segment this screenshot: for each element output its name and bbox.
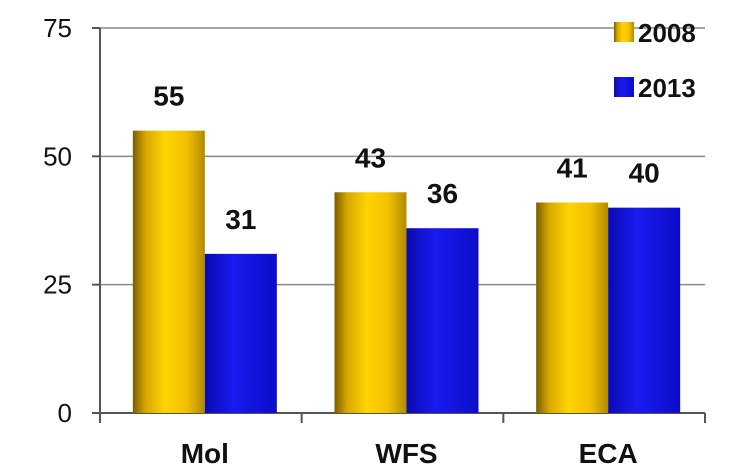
data-label: 41 [557,153,588,184]
legend-label: 2008 [638,18,696,48]
bar-2013-ECA [608,207,681,413]
category-label: Mol [181,438,229,469]
legend: 2008 2013 [614,18,696,103]
data-label: 43 [355,142,386,173]
category-label: ECA [579,438,638,469]
data-label: 31 [225,204,256,235]
data-label: 36 [427,178,458,209]
bar-2008-WFS [334,192,407,413]
data-label: 40 [629,158,660,189]
axes: 0 25 50 75 Mol WFS ECA [43,13,706,469]
y-tick-label: 50 [43,141,72,171]
bars [132,130,681,413]
y-tick-label: 0 [58,398,72,428]
bar-2013-WFS [406,228,479,413]
bar-2013-Mol [204,253,277,413]
data-labels: 55 31 43 36 41 40 [153,81,659,235]
bar-2008-Mol [132,130,205,413]
category-label: WFS [375,438,437,469]
legend-label: 2013 [638,73,696,103]
legend-swatch [614,22,634,42]
data-label: 55 [153,81,184,112]
y-tick-label: 25 [43,270,72,300]
bar-2008-ECA [536,202,609,413]
y-tick-label: 75 [43,13,72,43]
legend-swatch [614,77,634,97]
